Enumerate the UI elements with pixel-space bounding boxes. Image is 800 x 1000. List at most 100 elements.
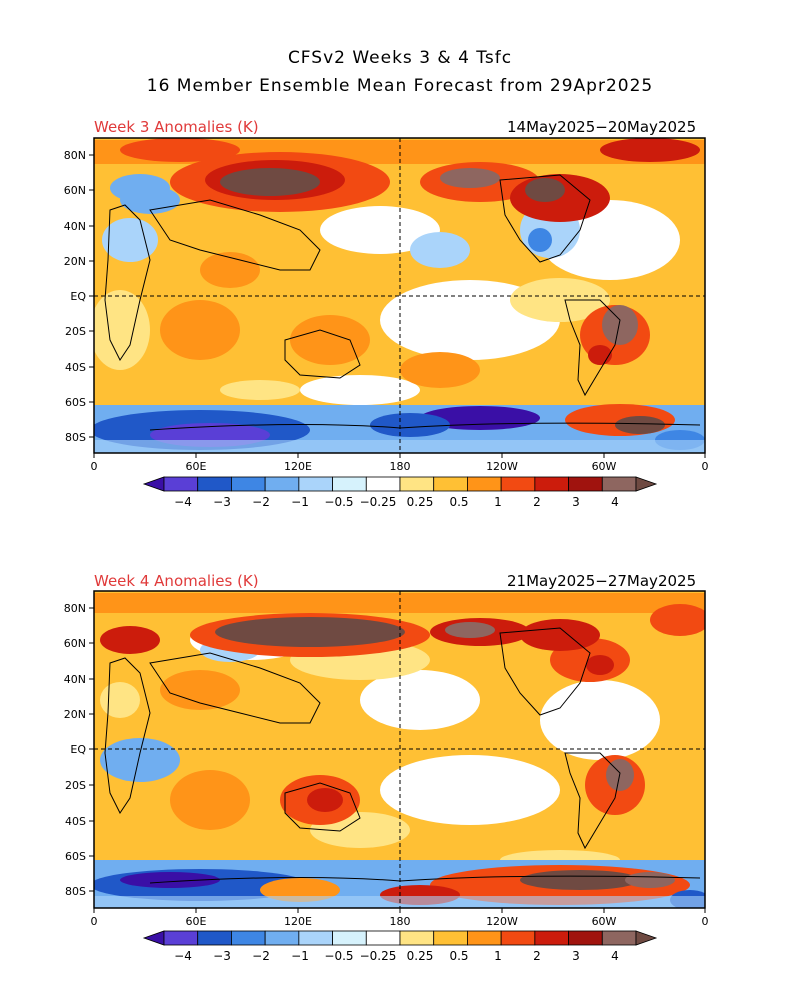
week4-colorbar-label: 0.25 [407,949,434,963]
colorbar-swatch [197,930,232,946]
week3-lat-axis: 80N 60N 40N 20N EQ 20S 40S 60S 80S [64,149,94,444]
week4-colorbar-label: −4 [174,949,192,963]
colorbar-swatch [298,476,333,492]
week3-colorbar-label: 3 [572,495,580,509]
week4-colorbar-label: 4 [611,949,619,963]
week4-lon-label: 0 [91,915,98,928]
week4-colorbar-label: 2 [533,949,541,963]
week4-colorbar-label: −3 [213,949,231,963]
colorbar-swatch [231,476,266,492]
week3-colorbar-labels: −4 −3 −2 −1 −0.5 −0.25 0.25 0.5 1 2 3 4 [174,495,619,509]
week3-colorbar-label: −0.25 [360,495,397,509]
colorbar-swatch [332,476,367,492]
week4-lat-label: 40N [64,673,86,686]
week4-lon-label: 0 [702,915,709,928]
week3-lon-label: 120W [486,460,518,473]
week3-lat-label: 40S [65,361,86,374]
week4-coastlines [104,627,701,884]
week3-colorbar-label: −3 [213,495,231,509]
week4-lon-label: 60W [592,915,617,928]
colorbar-swatch [264,476,300,492]
week3-lon-label: 60E [186,460,207,473]
colorbar-swatch [601,930,637,946]
colorbar-swatch [399,476,435,492]
week3-lat-label: 20N [64,255,86,268]
week4-lat-label: 20N [64,708,86,721]
colorbar-swatch [365,476,401,492]
week4-colorbar-label: 3 [572,949,580,963]
colorbar-swatch [601,476,637,492]
week4-colorbar [142,930,658,946]
week3-colorbar-label: −4 [174,495,192,509]
week4-colorbar-label: 1 [494,949,502,963]
week3-coastlines [104,174,701,431]
week4-lat-axis: 80N 60N 40N 20N EQ 20S 40S 60S 80S [64,602,94,898]
week4-lon-label: 180 [390,915,411,928]
colorbar-swatch [163,930,199,946]
colorbar-swatch [264,930,300,946]
colorbar-extend-low [142,930,165,946]
week4-lon-label: 60E [186,915,207,928]
week4-lon-label: 120W [486,915,518,928]
week3-colorbar-label: 1 [494,495,502,509]
week4-colorbar-labels: −4 −3 −2 −1 −0.5 −0.25 0.25 0.5 1 2 3 4 [174,949,619,963]
week4-lat-label: 80N [64,602,86,615]
week4-lat-label: EQ [70,743,86,756]
chart-subtitle: 16 Member Ensemble Mean Forecast from 29… [146,76,654,96]
week3-lat-label: 80N [64,149,86,162]
week3-label: Week 3 Anomalies (K) [94,118,259,136]
week3-lon-label: 60W [592,460,617,473]
week3-lat-label: 60N [64,184,86,197]
week3-lat-label: 40N [64,220,86,233]
colorbar-swatch [568,930,603,946]
week4-colorbar-label: 0.5 [449,949,468,963]
colorbar-extend-high [635,930,658,946]
colorbar-swatch [467,930,502,946]
week3-lat-label: EQ [70,290,86,303]
week3-colorbar-label: 2 [533,495,541,509]
week4-colorbar-label: −0.5 [324,949,353,963]
week3-colorbar-label: −1 [291,495,309,509]
colorbar-swatch [433,476,468,492]
week3-lon-label: 120E [284,460,312,473]
week4-colorbar-label: −0.25 [360,949,397,963]
week4-lon-label: 120E [284,915,312,928]
colorbar-swatch [197,476,232,492]
colorbar-extend-high [635,476,658,492]
week4-label: Week 4 Anomalies (K) [94,572,259,590]
week4-lat-label: 40S [65,815,86,828]
week4-lat-label: 80S [65,885,86,898]
week3-lat-label: 60S [65,396,86,409]
week3-colorbar-label: 4 [611,495,619,509]
week4-lat-label: 60S [65,850,86,863]
week4-map [93,590,706,909]
week3-lon-label: 180 [390,460,411,473]
colorbar-swatch [298,930,333,946]
week3-colorbar-label: −0.5 [324,495,353,509]
colorbar-swatch [568,476,603,492]
chart-title: CFSv2 Weeks 3 & 4 Tsfc [287,48,513,68]
week3-dates: 14May2025−20May2025 [507,118,697,136]
colorbar-swatch [534,930,569,946]
week4-colorbar-label: −2 [252,949,270,963]
colorbar-swatch [500,930,536,946]
week4-lon-axis: 0 60E 120E 180 120W 60W 0 [91,908,709,928]
colorbar-swatch [467,476,502,492]
colorbar-swatch [500,476,536,492]
week3-map [93,137,706,454]
colorbar-swatch [433,930,468,946]
week3-colorbar-label: 0.5 [449,495,468,509]
week3-lon-axis: 0 60E 120E 180 120W 60W 0 [91,453,709,473]
week3-lat-label: 20S [65,325,86,338]
week4-dates: 21May2025−27May2025 [507,572,697,590]
week3-colorbar [142,476,658,492]
week3-colorbar-label: −2 [252,495,270,509]
week3-lat-label: 80S [65,431,86,444]
week3-lon-label: 0 [702,460,709,473]
colorbar-extend-low [142,476,165,492]
colorbar-swatch [534,476,569,492]
week3-colorbar-label: 0.25 [407,495,434,509]
week4-lat-label: 60N [64,637,86,650]
week4-colorbar-label: −1 [291,949,309,963]
